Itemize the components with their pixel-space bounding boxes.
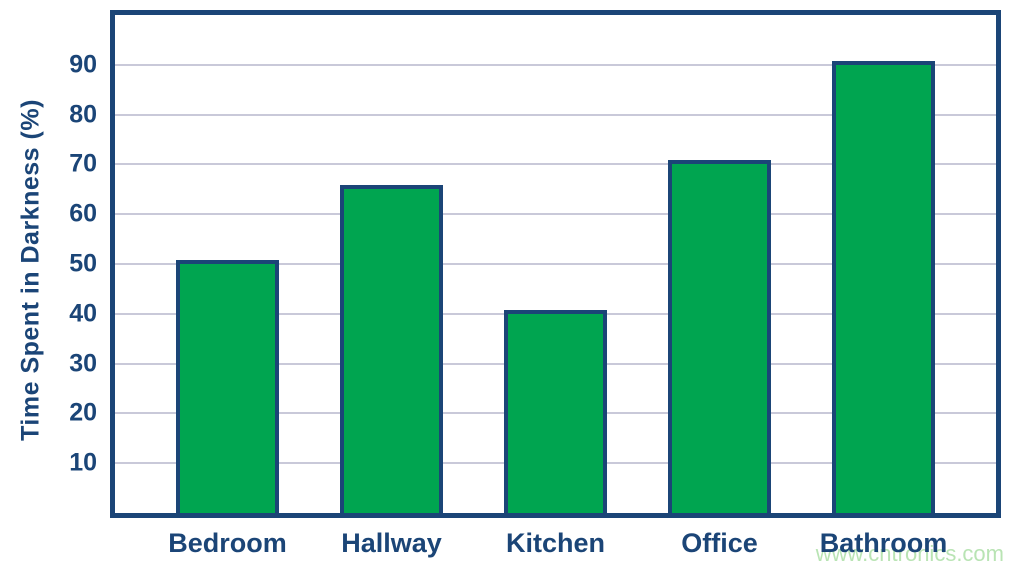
gridline [115,213,996,216]
x-category-label: Hallway [341,528,442,558]
y-tick-labels: 10 20 30 40 50 60 70 80 90 [0,15,97,513]
bar-hallway [340,185,443,513]
x-axis-labels: Bedroom Hallway Kitchen Office Bathroom [115,528,996,559]
y-tick-label: 10 [69,448,97,477]
y-tick-label: 60 [69,199,97,228]
y-tick-label: 30 [69,349,97,378]
plot-area [110,10,1001,518]
gridline [115,113,996,116]
y-tick-label: 20 [69,398,97,427]
bars-layer [115,15,996,513]
x-category-label: Kitchen [505,528,605,558]
gridline [115,263,996,265]
y-tick-label: 40 [69,299,97,328]
y-tick-label: 50 [69,249,97,278]
y-tick-label: 90 [69,50,97,79]
x-category-label: Bedroom [168,528,287,558]
x-category-label: Bathroom [819,528,948,558]
y-tick-label: 70 [69,149,97,178]
x-category-cell: Hallway [340,528,443,559]
bar-kitchen [504,309,607,513]
y-tick-label: 80 [69,100,97,129]
x-category-label: Office [681,528,758,558]
gridline [115,163,996,166]
x-category-cell: Bedroom [168,528,287,559]
x-category-cell: Office [668,528,771,559]
gridline [115,63,996,66]
watermark: www.cntronics.com [815,541,1004,566]
x-category-cell: Bathroom [820,528,948,559]
x-category-cell: Kitchen [504,528,607,559]
bar-office [668,160,771,513]
bar-bedroom [176,260,279,513]
bar-bathroom [832,60,935,513]
